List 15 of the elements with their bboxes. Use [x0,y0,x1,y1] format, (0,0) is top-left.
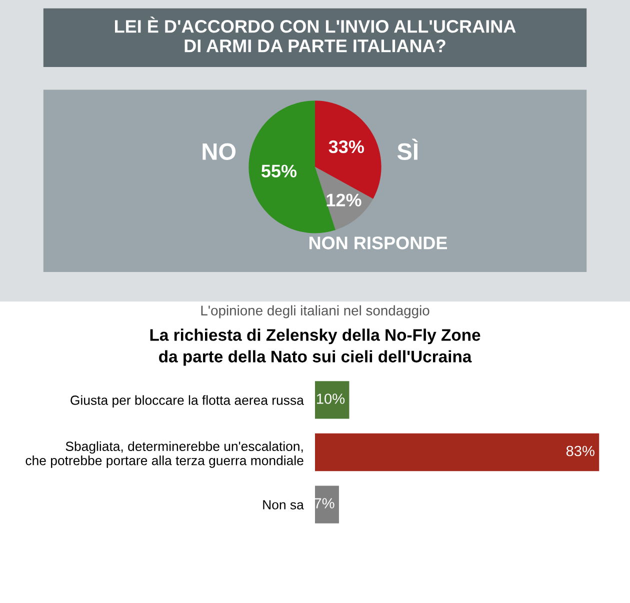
slice-label: NON RISPONDE [309,236,448,250]
data-label: 55% [261,164,297,178]
data-label: 33% [328,140,364,154]
text: L'opinione degli italiani nel sondaggio [201,305,430,318]
data-label: 83% [566,446,594,456]
chart-title: La richiesta di Zelensky della No-Fly Zone da parte della Nato sui cieli dell'Ucraina [150,328,480,366]
y-tick-label: Sbagliata, determinerebbe un'escalation, che potrebbe portare alla terza guerra mondiale [26,441,304,468]
chart-title: LEI È D'ACCORDO CON L'INVIO ALL'UCRAINA DI ARMI DA PARTE ITALIANA? [115,16,516,52]
slice-label: NO [202,143,236,160]
y-tick-label: Giusta per bloccare la flotta aerea russa [70,395,304,408]
data-label: 12% [326,194,362,206]
data-label: 10% [316,394,345,404]
y-tick-label: Non sa [263,500,304,510]
slice-label: SÌ [397,138,418,160]
data-label: 7% [314,498,334,508]
